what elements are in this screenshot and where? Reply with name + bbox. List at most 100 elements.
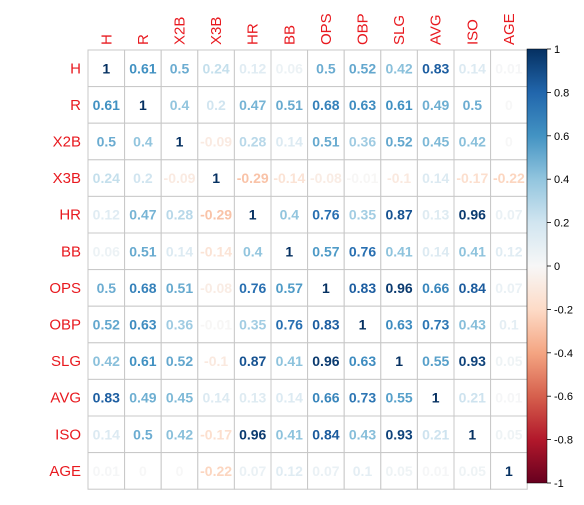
cell-value: 0.84 bbox=[312, 426, 339, 442]
cell-value: 0.24 bbox=[202, 60, 229, 76]
cell-value: 0.21 bbox=[459, 390, 486, 406]
cell-value: 0.5 bbox=[170, 60, 190, 76]
matrix-cell bbox=[87, 415, 126, 454]
column-label: SLG bbox=[391, 15, 408, 45]
cell-value: -0.17 bbox=[200, 426, 232, 442]
cell-value: -0.22 bbox=[200, 463, 232, 479]
cell-value: 0.05 bbox=[495, 426, 522, 442]
matrix-cell bbox=[307, 195, 345, 234]
cell-value: 0.5 bbox=[133, 426, 153, 442]
matrix-cell bbox=[197, 122, 235, 161]
matrix-cell bbox=[416, 232, 455, 271]
cell-value: -0.14 bbox=[273, 170, 305, 186]
cell-value: 0.42 bbox=[166, 426, 193, 442]
matrix-cell bbox=[380, 232, 418, 271]
row-label: X3B bbox=[53, 170, 81, 187]
matrix-cell bbox=[87, 232, 126, 271]
cell-value: 0.57 bbox=[312, 243, 339, 259]
cell-value: 0.76 bbox=[349, 243, 376, 259]
matrix-cell bbox=[453, 342, 492, 380]
matrix-cell bbox=[453, 415, 492, 454]
matrix-cell bbox=[343, 232, 382, 271]
cell-value: 0.42 bbox=[93, 353, 120, 369]
matrix-cell bbox=[343, 49, 382, 88]
matrix-cell bbox=[490, 122, 528, 161]
cell-value: 0.47 bbox=[239, 97, 266, 113]
cell-value: 0.12 bbox=[93, 207, 120, 223]
cell-value: 0.73 bbox=[422, 317, 449, 333]
row-label: AVG bbox=[50, 390, 81, 407]
cell-value: 0.24 bbox=[93, 170, 120, 186]
cell-value: 0 bbox=[176, 463, 184, 479]
cell-value: 0.14 bbox=[459, 60, 486, 76]
matrix-cell bbox=[233, 269, 272, 307]
cell-value: 0.51 bbox=[129, 243, 156, 259]
cell-value: 0.63 bbox=[129, 317, 156, 333]
cell-value: 0.45 bbox=[166, 390, 193, 406]
matrix-cell bbox=[270, 159, 309, 197]
cell-value: 0.05 bbox=[495, 353, 522, 369]
color-legend: 1 0.8 0.6 0.4 0.2 0 -0.2 -0.4 -0.6 -0.8 -1 bbox=[526, 44, 573, 490]
matrix-cell bbox=[307, 378, 345, 417]
matrix-cell bbox=[160, 305, 199, 344]
cell-value: 0.05 bbox=[459, 463, 486, 479]
cell-value: 1 bbox=[505, 463, 513, 479]
cell-value: 0.43 bbox=[459, 317, 486, 333]
column-label: HR bbox=[245, 23, 262, 45]
matrix-cell bbox=[197, 232, 235, 271]
matrix-cell bbox=[343, 415, 382, 454]
matrix-cell bbox=[490, 342, 528, 380]
color-legend-tick-label: -0.4 bbox=[554, 348, 573, 360]
matrix-cell bbox=[490, 49, 528, 88]
matrix-cell bbox=[160, 195, 199, 234]
cell-value: 0.14 bbox=[422, 170, 449, 186]
cell-value: 0.76 bbox=[239, 280, 266, 296]
matrix-cell bbox=[124, 378, 162, 417]
cell-value: -0.09 bbox=[164, 170, 196, 186]
cell-value: 0.01 bbox=[495, 390, 522, 406]
color-legend-tick-label: -0.2 bbox=[554, 304, 573, 316]
cell-value: 0.5 bbox=[463, 97, 483, 113]
cell-value: 0.76 bbox=[312, 207, 339, 223]
cell-value: -0.08 bbox=[310, 170, 342, 186]
cell-value: 0.2 bbox=[133, 170, 153, 186]
row-label: ISO bbox=[55, 426, 81, 443]
matrix-cell bbox=[343, 378, 382, 417]
matrix-cell bbox=[343, 342, 382, 380]
cell-value: 0.35 bbox=[239, 317, 266, 333]
column-label: H bbox=[98, 34, 115, 45]
cell-value: 1 bbox=[359, 317, 367, 333]
matrix-cell bbox=[380, 342, 418, 380]
cell-value: 0.28 bbox=[166, 207, 193, 223]
matrix-cell bbox=[307, 122, 345, 161]
matrix-cell bbox=[270, 269, 309, 307]
cell-value: 1 bbox=[395, 353, 403, 369]
row-label: H bbox=[70, 60, 81, 77]
cell-value: 0.01 bbox=[495, 60, 522, 76]
cell-value: -0.09 bbox=[200, 134, 232, 150]
cell-value: 0.4 bbox=[280, 207, 300, 223]
cell-value: 0.93 bbox=[385, 426, 412, 442]
matrix-cell bbox=[490, 159, 528, 197]
matrix-cell bbox=[124, 452, 162, 490]
matrix-cell bbox=[490, 269, 528, 307]
cell-value: 0.14 bbox=[422, 243, 449, 259]
cell-value: 0.07 bbox=[239, 463, 266, 479]
matrix-cell bbox=[307, 232, 345, 271]
cell-value: 0.57 bbox=[276, 280, 303, 296]
cell-value: 0.36 bbox=[166, 317, 193, 333]
matrix-cell bbox=[87, 342, 126, 380]
cell-value: -0.01 bbox=[347, 170, 379, 186]
matrix-cell bbox=[307, 342, 345, 380]
cell-value: 0.13 bbox=[422, 207, 449, 223]
cell-value: 0.63 bbox=[349, 353, 376, 369]
cell-value: 0.2 bbox=[206, 97, 226, 113]
cell-value: 0.51 bbox=[166, 280, 193, 296]
cell-value: 0.42 bbox=[459, 134, 486, 150]
matrix-cell bbox=[160, 269, 199, 307]
matrix-cell bbox=[160, 342, 199, 380]
matrix-cells: 1 0.61 0.5 0.24 0.12 0.06 0.5 0.52 0.42 0.83 0.14 0… bbox=[93, 60, 525, 479]
matrix-cell bbox=[87, 195, 126, 234]
matrix-cell bbox=[233, 86, 272, 124]
